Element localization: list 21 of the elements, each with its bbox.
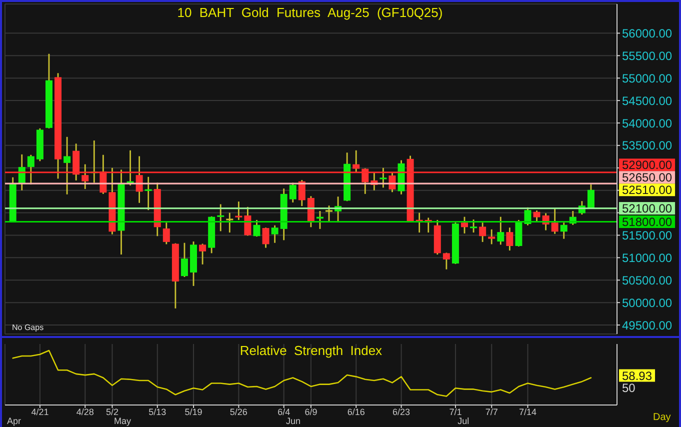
chart-title: Relative Strength Index [240,343,383,358]
x-tick-label: 6/4 [278,407,290,417]
text: May [114,416,132,426]
text: 58.93 [622,368,652,383]
text: Jul [458,416,470,426]
text: Jun [286,416,301,426]
x-tick-label: 5/26 [230,407,248,417]
text: Day [653,412,671,423]
text: Apr [7,416,22,426]
x-tick-label: 5/19 [184,407,202,417]
x-tick-label: 7/14 [518,407,537,417]
x-tick-label: 7/1 [449,407,462,417]
x-tick-label: 4/21 [31,407,49,417]
x-tick-label: 5/13 [148,407,166,417]
x-tick-label: 6/23 [392,407,410,417]
x-tick-label: 4/28 [76,407,94,417]
x-tick-label: 7/7 [485,407,498,417]
x-tick-label: 6/16 [347,407,365,417]
text: 50 [622,380,636,395]
x-tick-label: 6/9 [304,407,318,417]
x-tick-label: 5/2 [106,407,118,417]
